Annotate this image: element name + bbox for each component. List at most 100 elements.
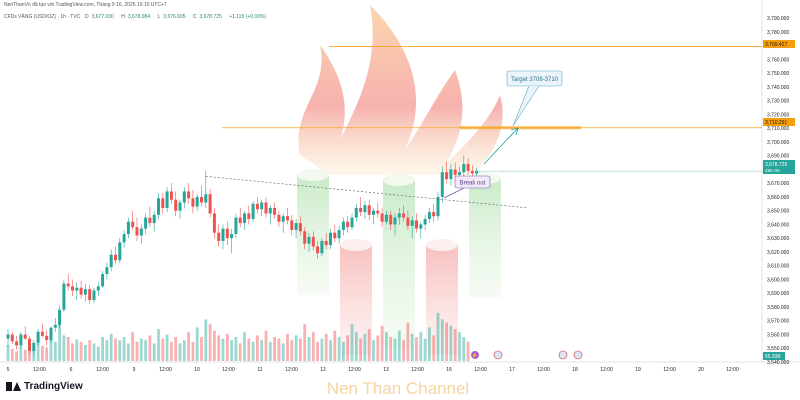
volume-bar bbox=[423, 338, 427, 361]
volume-bar bbox=[247, 338, 251, 361]
candle-body bbox=[36, 331, 40, 343]
change-value: +1.115 (+0.03%) bbox=[229, 14, 267, 20]
candle-body bbox=[174, 199, 178, 211]
y-tick-label: 3,570.000 bbox=[767, 319, 789, 325]
y-tick-label: 3,550.000 bbox=[767, 346, 789, 352]
y-tick-label: 3,540.000 bbox=[767, 360, 789, 366]
candle-body bbox=[225, 228, 229, 239]
volume-bar bbox=[217, 335, 221, 361]
candle-body bbox=[23, 334, 27, 339]
time-axis[interactable]: 5 12:00 6 12:00 9 12:00 10 12:00 11 12:00 12 12:00 1… bbox=[7, 367, 739, 373]
volume-bar bbox=[208, 324, 212, 361]
candle-body bbox=[440, 172, 444, 197]
candle-body bbox=[294, 223, 298, 230]
target-callout[interactable]: Target 3708-3710 bbox=[506, 70, 563, 127]
volume-bar bbox=[144, 340, 147, 361]
candle-body bbox=[49, 327, 53, 340]
x-tick-label: 12:00 bbox=[537, 367, 550, 373]
volume-bar bbox=[346, 335, 350, 361]
volume-bar bbox=[238, 343, 242, 361]
y-tick-label: 3,610.000 bbox=[767, 264, 789, 270]
target-label: Target 3708-3710 bbox=[511, 77, 559, 83]
x-tick-label: 11 bbox=[257, 367, 262, 373]
candle-body bbox=[393, 217, 397, 225]
publish-info: NenThanVn đã tạo với TradingView.com, Th… bbox=[4, 2, 167, 8]
x-tick-label: 17 bbox=[509, 367, 515, 373]
candle-body bbox=[96, 286, 100, 291]
volume-bar bbox=[337, 337, 341, 361]
volume-bar bbox=[445, 322, 448, 361]
candle-body bbox=[191, 198, 195, 207]
candle-body bbox=[277, 214, 281, 222]
x-tick-label: 12:00 bbox=[726, 367, 739, 373]
tradingview-logo[interactable]: TradingView bbox=[6, 381, 83, 392]
volume-bar bbox=[195, 327, 199, 361]
upper-level-badge: 3,769.427 bbox=[763, 40, 795, 48]
symbol-name[interactable]: CFDs VÀNG (USD/OZ) · 1h · TVC bbox=[4, 14, 81, 20]
volume-bars bbox=[6, 313, 470, 361]
candle-body bbox=[324, 240, 328, 246]
volume-bar bbox=[440, 319, 444, 361]
candle-body bbox=[178, 202, 182, 211]
volume-bar bbox=[393, 338, 397, 361]
x-tick-label: 12:00 bbox=[663, 367, 676, 373]
volume-bar bbox=[273, 337, 276, 361]
candle-body bbox=[389, 214, 393, 225]
candle-body bbox=[131, 221, 135, 228]
x-tick-label: 16 bbox=[446, 367, 452, 373]
candle-body bbox=[281, 216, 285, 222]
price-axis[interactable]: 3,790.0003,780.0003,770.0003,760.0003,75… bbox=[767, 16, 789, 366]
volume-bar bbox=[311, 332, 315, 361]
x-tick-label: 12:00 bbox=[411, 367, 424, 373]
candle-body bbox=[320, 240, 324, 254]
volume-bar bbox=[178, 343, 182, 361]
candle-body bbox=[298, 223, 302, 232]
volume-bar bbox=[200, 337, 203, 361]
candle-body bbox=[15, 341, 19, 346]
candle-body bbox=[187, 191, 191, 199]
flame-watermark-logo bbox=[297, 5, 503, 355]
volume-bar bbox=[458, 332, 461, 361]
x-tick-label: 10 bbox=[194, 367, 200, 373]
volume-bar bbox=[428, 327, 431, 361]
y-tick-label: 3,670.000 bbox=[767, 181, 789, 187]
volume-bar bbox=[419, 332, 423, 361]
close-value: C 3,678.725 bbox=[192, 14, 222, 20]
volume-bar bbox=[10, 349, 14, 361]
high-value: H 3,678.984 bbox=[121, 14, 151, 20]
candle-body bbox=[350, 217, 354, 228]
volume-bar bbox=[157, 329, 160, 361]
candle-body bbox=[307, 236, 311, 244]
volume-bar bbox=[402, 340, 405, 361]
volume-bar bbox=[324, 333, 328, 361]
candle-body bbox=[71, 286, 74, 291]
volume-bar bbox=[385, 332, 388, 361]
volume-bar bbox=[71, 343, 74, 361]
candle-body bbox=[410, 220, 414, 226]
candle-body bbox=[109, 254, 113, 268]
volume-bar bbox=[152, 343, 156, 361]
candle-body bbox=[316, 246, 320, 254]
candle-body bbox=[427, 212, 431, 219]
candle-body bbox=[208, 194, 212, 214]
volume-bar bbox=[135, 341, 139, 361]
y-tick-label: 3,700.000 bbox=[767, 140, 789, 146]
candle-body bbox=[83, 289, 87, 295]
volume-badge: 55.93K bbox=[763, 352, 785, 360]
y-tick-label: 3,640.000 bbox=[767, 222, 789, 228]
candle-body bbox=[453, 169, 457, 175]
candle-body bbox=[19, 334, 23, 346]
y-tick-label: 3,760.000 bbox=[767, 57, 789, 63]
breakout-callout[interactable]: Break out bbox=[443, 175, 491, 199]
horizontal-levels[interactable] bbox=[222, 46, 762, 130]
candle-body bbox=[346, 221, 350, 228]
volume-bar bbox=[96, 346, 100, 361]
target-level-badge: 3,710.291 bbox=[763, 118, 795, 126]
y-tick-label: 3,790.000 bbox=[767, 16, 789, 22]
candle-body bbox=[363, 205, 367, 213]
volume-bar bbox=[359, 338, 362, 361]
low-value: L 3,676.605 bbox=[157, 14, 186, 20]
candle-body bbox=[470, 170, 474, 174]
event-icons[interactable]: ⚡ bbox=[471, 350, 583, 360]
